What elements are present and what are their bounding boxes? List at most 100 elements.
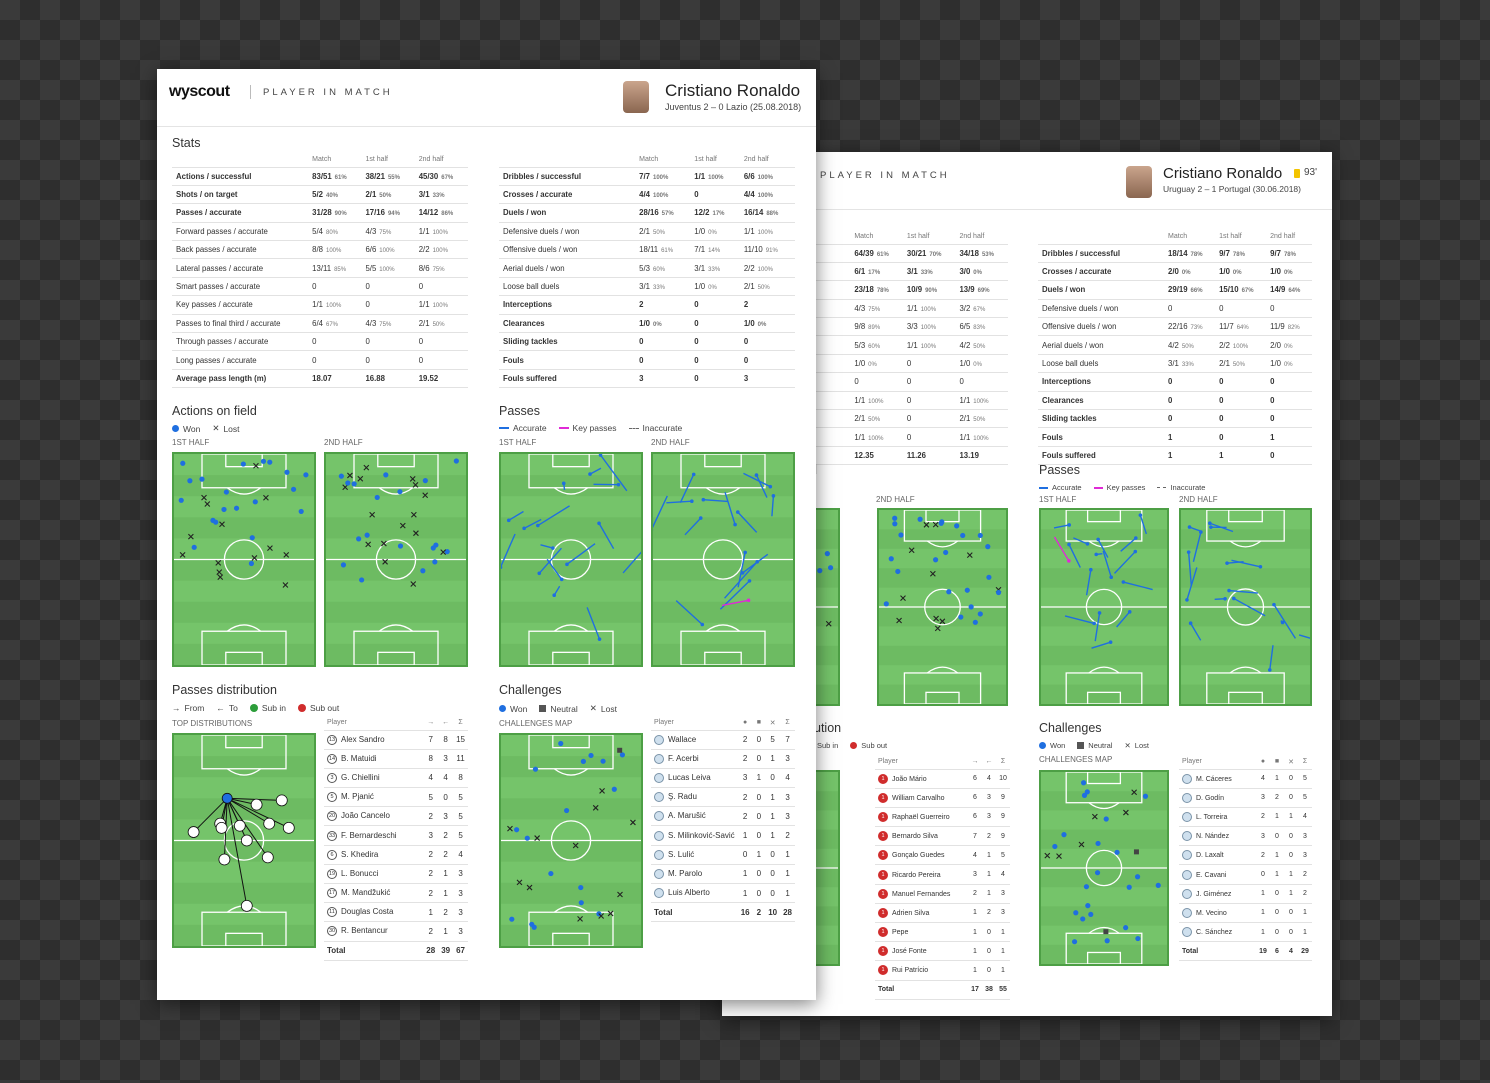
penalty-box xyxy=(903,672,982,704)
table-header: Player xyxy=(875,755,968,770)
count-cell: 5 xyxy=(765,730,781,750)
count-cell: 3 xyxy=(780,806,795,827)
pitch-markings xyxy=(501,454,641,665)
won-marker xyxy=(600,758,606,764)
stat-value: 0 xyxy=(414,332,468,352)
pass-arrow xyxy=(599,454,628,492)
total-cell: 28 xyxy=(423,941,439,961)
pass-arrow-head xyxy=(1225,561,1229,565)
table-header: Σ xyxy=(996,755,1010,770)
pass-arrow-head xyxy=(1267,668,1272,672)
pass-arrow-head xyxy=(691,472,696,477)
stat-value: 0 xyxy=(690,314,740,334)
stat-value: 3/0 0% xyxy=(955,262,1008,282)
stat-value: 3/1 33% xyxy=(635,277,691,297)
pass-arrow-head xyxy=(1231,596,1236,601)
won-marker xyxy=(240,461,246,467)
lost-marker xyxy=(369,511,376,518)
won-marker xyxy=(932,557,939,563)
count-cell: 1 xyxy=(752,768,766,789)
stat-value: 2/1 50% xyxy=(1215,354,1267,374)
stat-value: 11/10 91% xyxy=(739,240,795,260)
count-cell: 0 xyxy=(1256,864,1270,885)
count-cell: 7 xyxy=(423,730,439,750)
stat-value: 0 xyxy=(1215,427,1267,447)
count-cell: 9 xyxy=(996,826,1010,847)
lost-marker xyxy=(825,620,832,627)
stat-value: 6/5 83% xyxy=(955,317,1008,337)
count-cell: 3 xyxy=(438,806,454,827)
penalty-box xyxy=(903,510,982,542)
count-cell: 3 xyxy=(453,864,468,885)
won-marker xyxy=(1085,903,1091,909)
stat-label: Key passes / accurate xyxy=(172,295,309,315)
pitch-stripe xyxy=(501,517,641,539)
won-marker xyxy=(430,545,436,551)
lost-marker xyxy=(382,558,388,565)
stat-value: 0 xyxy=(1266,299,1312,319)
player-cell: 1 Manuel Fernandes xyxy=(875,884,968,904)
won-marker xyxy=(1123,925,1129,931)
divider xyxy=(250,85,251,99)
team-badge xyxy=(1182,888,1192,899)
won-marker xyxy=(1114,849,1120,855)
won-marker xyxy=(1155,882,1161,888)
table-row: 1 Bernardo Silva 7 2 9 xyxy=(875,826,1010,847)
pass-arrow-head xyxy=(1272,602,1276,607)
stat-value: 0 xyxy=(1215,372,1267,392)
total-cell: 38 xyxy=(982,980,996,1000)
player-node xyxy=(240,900,253,912)
stat-value: 3/1 33% xyxy=(690,258,740,278)
stat-value: 0 xyxy=(690,295,740,315)
count-cell: 1 xyxy=(780,864,795,885)
first-half-label: 1ST HALF xyxy=(499,438,537,447)
pass-arrow xyxy=(1073,537,1088,545)
pitch-stripe xyxy=(1041,868,1167,888)
pass-arrow-head xyxy=(1127,610,1132,614)
stat-value: 0 xyxy=(1266,372,1312,392)
count-cell: 0 xyxy=(1284,769,1298,789)
table-header: ● xyxy=(1256,755,1270,770)
won-marker xyxy=(359,577,365,583)
lost-marker xyxy=(342,484,349,491)
stat-label: Fouls xyxy=(1038,427,1165,447)
penalty-box xyxy=(1065,672,1143,704)
table-row: 6 S. Khedira 2 2 4 xyxy=(324,845,468,865)
won-marker xyxy=(420,568,426,574)
won-marker xyxy=(824,551,830,557)
count-cell: 4 xyxy=(996,864,1010,885)
won-marker xyxy=(1080,916,1086,922)
player-cell: D. Laxalt xyxy=(1179,845,1256,866)
stat-value: 0 xyxy=(690,350,740,370)
won-marker xyxy=(252,499,258,505)
team-badge xyxy=(654,849,664,860)
pass-arrow-head xyxy=(740,571,745,575)
pass-arrow xyxy=(724,561,758,599)
pass-arrow-head xyxy=(1280,620,1285,625)
center-circle xyxy=(223,820,265,861)
distribution-title: Passes distribution xyxy=(172,683,277,697)
count-cell: 0 xyxy=(752,787,766,808)
stat-value: 9/7 78% xyxy=(1215,244,1267,263)
table-row: 5 M. Pjanić 5 0 5 xyxy=(324,787,468,808)
count-cell: 0 xyxy=(752,749,766,769)
pass-arrow-head xyxy=(1097,611,1102,615)
count-cell: 3 xyxy=(996,903,1010,924)
pitch-actions-2nd xyxy=(877,508,1008,706)
team-badge xyxy=(1182,831,1192,842)
total-cell: Total xyxy=(324,941,424,961)
pass-arrow xyxy=(537,505,570,527)
won-marker xyxy=(199,476,205,482)
team-badge xyxy=(654,868,664,879)
count-cell: 1 xyxy=(1270,845,1284,866)
lost-marker xyxy=(219,521,225,528)
stat-value: 5/5 100% xyxy=(361,258,415,278)
table-row: 1 William Carvalho 6 3 9 xyxy=(875,788,1010,808)
shirt-number-badge: 1 xyxy=(878,792,888,803)
stat-value: 0 xyxy=(1215,299,1267,319)
stat-value: 0 xyxy=(361,332,415,352)
pass-arrow-head xyxy=(559,577,564,582)
pitch-markings xyxy=(174,454,314,665)
challenges-table: Player ● ■ ✕ Σ M. Cáceres 4 1 0 5 D. Godín 3 2 0 5 L. T… xyxy=(1179,755,1312,962)
penalty-arc xyxy=(553,905,589,913)
